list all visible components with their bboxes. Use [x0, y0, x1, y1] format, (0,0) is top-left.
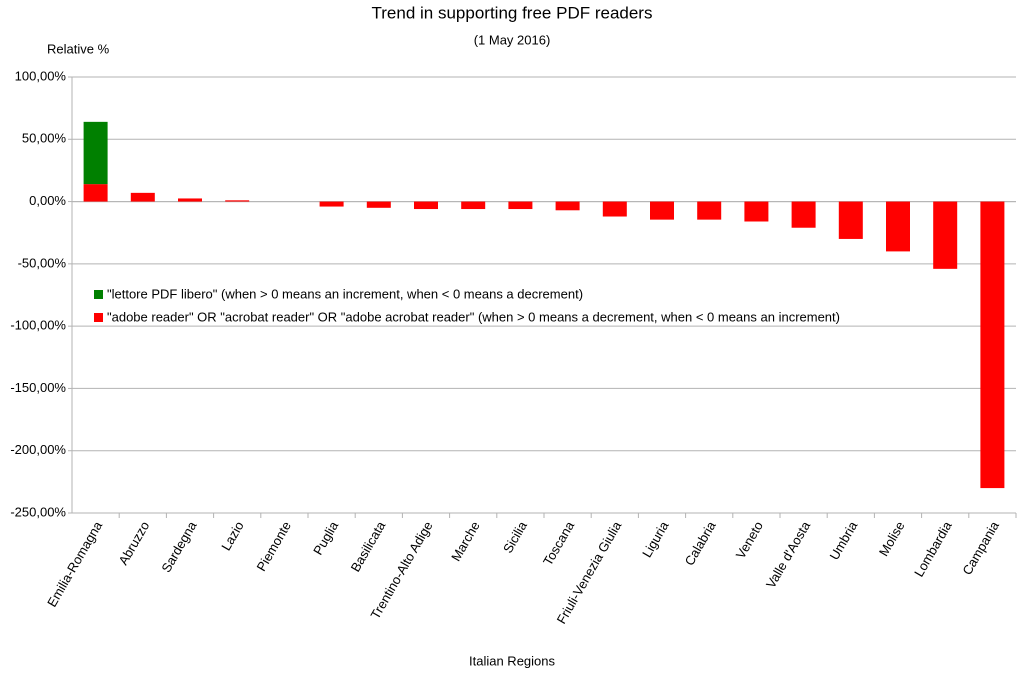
- legend-label: "lettore PDF libero" (when > 0 means an …: [107, 286, 583, 301]
- bar: [602, 201, 627, 217]
- legend-swatch: [94, 313, 103, 322]
- x-tick-label: Abruzzo: [116, 519, 153, 568]
- legend-swatch: [94, 290, 103, 299]
- bar: [697, 201, 722, 220]
- x-tick-label: Basilicata: [348, 518, 389, 574]
- y-tick-label: -100,00%: [10, 318, 66, 333]
- bar: [791, 201, 816, 228]
- legend-label: "adobe reader" OR "acrobat reader" OR "a…: [107, 309, 840, 324]
- bar: [130, 192, 155, 202]
- y-tick-label: 50,00%: [22, 131, 67, 146]
- x-tick-label: Calabria: [682, 518, 720, 568]
- x-tick-label: Emilia-Romagna: [44, 518, 105, 609]
- x-tick-label: Liguria: [639, 518, 672, 560]
- x-tick-label: Umbria: [826, 518, 860, 562]
- y-tick-label: 0,00%: [29, 193, 66, 208]
- bar: [178, 198, 202, 202]
- y-tick-label: -200,00%: [10, 442, 66, 457]
- x-tick-label: Piemonte: [254, 519, 294, 574]
- bar: [980, 201, 1005, 489]
- x-axis-label: Italian Regions: [469, 653, 555, 668]
- bar: [744, 201, 769, 222]
- chart-subtitle: (1 May 2016): [474, 32, 551, 47]
- bar: [508, 201, 533, 210]
- bar: [933, 201, 958, 269]
- bar: [555, 201, 580, 211]
- y-tick-label: -250,00%: [10, 504, 66, 519]
- x-tick-label: Valle d'Aosta: [763, 518, 814, 591]
- bar: [461, 201, 486, 210]
- bar: [650, 201, 674, 220]
- y-tick-label: 100,00%: [15, 68, 67, 83]
- y-tick-label: -150,00%: [10, 380, 66, 395]
- bar: [83, 121, 108, 185]
- x-tick-label: Molise: [876, 519, 908, 559]
- bar: [886, 201, 910, 252]
- x-tick-label: Sardegna: [158, 518, 200, 575]
- y-axis-label: Relative %: [47, 41, 110, 56]
- x-tick-label: Puglia: [310, 518, 341, 557]
- bar: [225, 200, 250, 202]
- x-tick-label: Toscana: [540, 518, 578, 568]
- x-tick-label: Lazio: [218, 519, 247, 553]
- bar: [319, 201, 344, 207]
- x-tick-label: Marche: [448, 519, 483, 564]
- bar: [414, 201, 438, 210]
- x-tick-label: Campania: [959, 518, 1002, 577]
- x-tick-label: Veneto: [733, 519, 766, 562]
- chart-title: Trend in supporting free PDF readers: [372, 3, 653, 22]
- x-tick-label: Lombardia: [911, 518, 955, 579]
- y-tick-label: -50,00%: [18, 255, 67, 270]
- bar: [366, 201, 391, 208]
- x-tick-label: Sicilia: [500, 518, 530, 556]
- bar: [83, 184, 108, 202]
- bar: [838, 201, 863, 239]
